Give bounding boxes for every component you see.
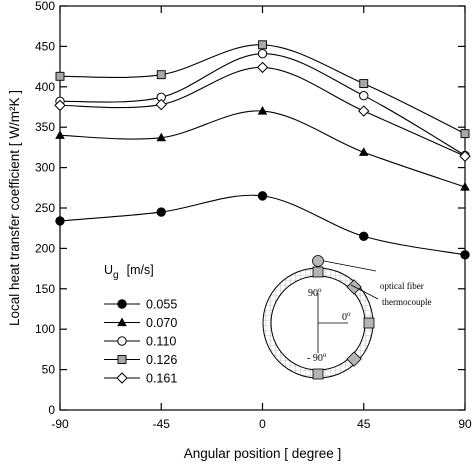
y-tick-label: 50 — [42, 363, 56, 377]
legend-marker — [117, 336, 127, 346]
legend-marker — [117, 299, 127, 309]
data-point-0.110 — [359, 90, 369, 101]
angle-label-top: 90o — [308, 286, 322, 299]
legend-title: Ug [m/s] — [104, 263, 154, 281]
data-point-0.070 — [460, 181, 470, 191]
x-tick-label: -45 — [153, 417, 171, 431]
y-tick-label: 100 — [35, 322, 55, 336]
data-point-0.070 — [358, 147, 369, 156]
legend-label: 0.161 — [146, 372, 177, 386]
series-markers — [54, 40, 471, 260]
x-tick-label: 90 — [458, 417, 472, 431]
data-point-0.126 — [460, 129, 470, 139]
angle-label-right: 0o — [342, 310, 351, 323]
y-tick-label: 400 — [35, 80, 55, 94]
data-point-0.055 — [156, 207, 166, 217]
thermocouple-block — [312, 266, 324, 278]
legend: Ug [m/s] 0.055 0.070 0.110 0.126 0.161 — [104, 263, 177, 386]
x-axis-ticks: -90 -45 0 45 90 — [51, 6, 472, 431]
data-point-0.126 — [359, 79, 369, 89]
y-tick-label: 250 — [35, 201, 55, 215]
data-point-0.055 — [460, 250, 470, 260]
data-point-0.126 — [156, 70, 166, 80]
series-line-0.070 — [59, 110, 466, 188]
data-point-0.161 — [155, 98, 167, 111]
thermocouple-pointer — [350, 284, 379, 300]
thermocouple-block — [346, 351, 362, 367]
legend-item-0.161: 0.161 — [104, 372, 177, 386]
series-lines — [59, 44, 466, 256]
legend-item-0.126: 0.126 — [104, 353, 177, 367]
legend-marker — [117, 355, 127, 364]
optical-fiber-label: optical fiber — [380, 281, 424, 291]
x-tick-label: 0 — [259, 417, 266, 431]
thermocouple-block — [363, 317, 375, 329]
legend-label: 0.055 — [146, 298, 177, 312]
y-axis-label: Local heat transfer coefficient [ W/m²K … — [7, 90, 22, 326]
optical-fiber-icon — [312, 255, 324, 267]
data-point-0.070 — [55, 130, 65, 139]
x-tick-label: 45 — [357, 417, 371, 431]
data-point-0.161 — [358, 105, 370, 117]
legend-label: 0.126 — [146, 353, 177, 367]
y-tick-label: 150 — [35, 282, 55, 296]
legend-label: 0.070 — [146, 316, 177, 330]
legend-item-0.070: 0.070 — [104, 316, 177, 330]
y-tick-label: 300 — [35, 161, 55, 175]
data-point-0.110 — [257, 48, 268, 59]
legend-marker — [117, 317, 127, 327]
data-point-0.161 — [256, 61, 269, 74]
y-tick-label: 500 — [35, 0, 55, 13]
x-tick-label: -90 — [51, 417, 69, 431]
data-point-0.070 — [257, 106, 268, 115]
y-axis-ticks: 0 50 100 150 200 250 300 350 400 450 500 — [35, 0, 465, 417]
angle-label-bottom: - 90o — [307, 351, 327, 364]
thermocouple-label: thermocouple — [382, 297, 431, 307]
y-tick-label: 350 — [35, 120, 55, 134]
y-tick-label: 0 — [48, 403, 55, 417]
data-point-0.161 — [459, 150, 471, 162]
data-point-0.055 — [55, 216, 65, 226]
x-axis-label: Angular position [ degree ] — [184, 446, 342, 461]
legend-item-0.055: 0.055 — [104, 298, 177, 312]
data-point-0.070 — [156, 132, 167, 142]
legend-marker — [116, 372, 128, 384]
y-tick-label: 450 — [35, 39, 55, 53]
data-point-0.161 — [54, 99, 66, 112]
data-point-0.055 — [257, 191, 268, 201]
sensor-inset-diagram: optical fiber thermocouple 90o 0o - 90o — [262, 255, 431, 380]
data-point-0.055 — [359, 231, 369, 241]
data-point-0.126 — [258, 40, 267, 50]
series-line-0.055 — [59, 194, 466, 256]
legend-label: 0.110 — [146, 335, 176, 349]
legend-item-0.110: 0.110 — [104, 335, 176, 349]
data-point-0.126 — [55, 71, 65, 81]
thermocouple-block — [312, 368, 324, 380]
optical-fiber-pointer — [323, 260, 377, 272]
y-tick-label: 200 — [35, 241, 55, 255]
